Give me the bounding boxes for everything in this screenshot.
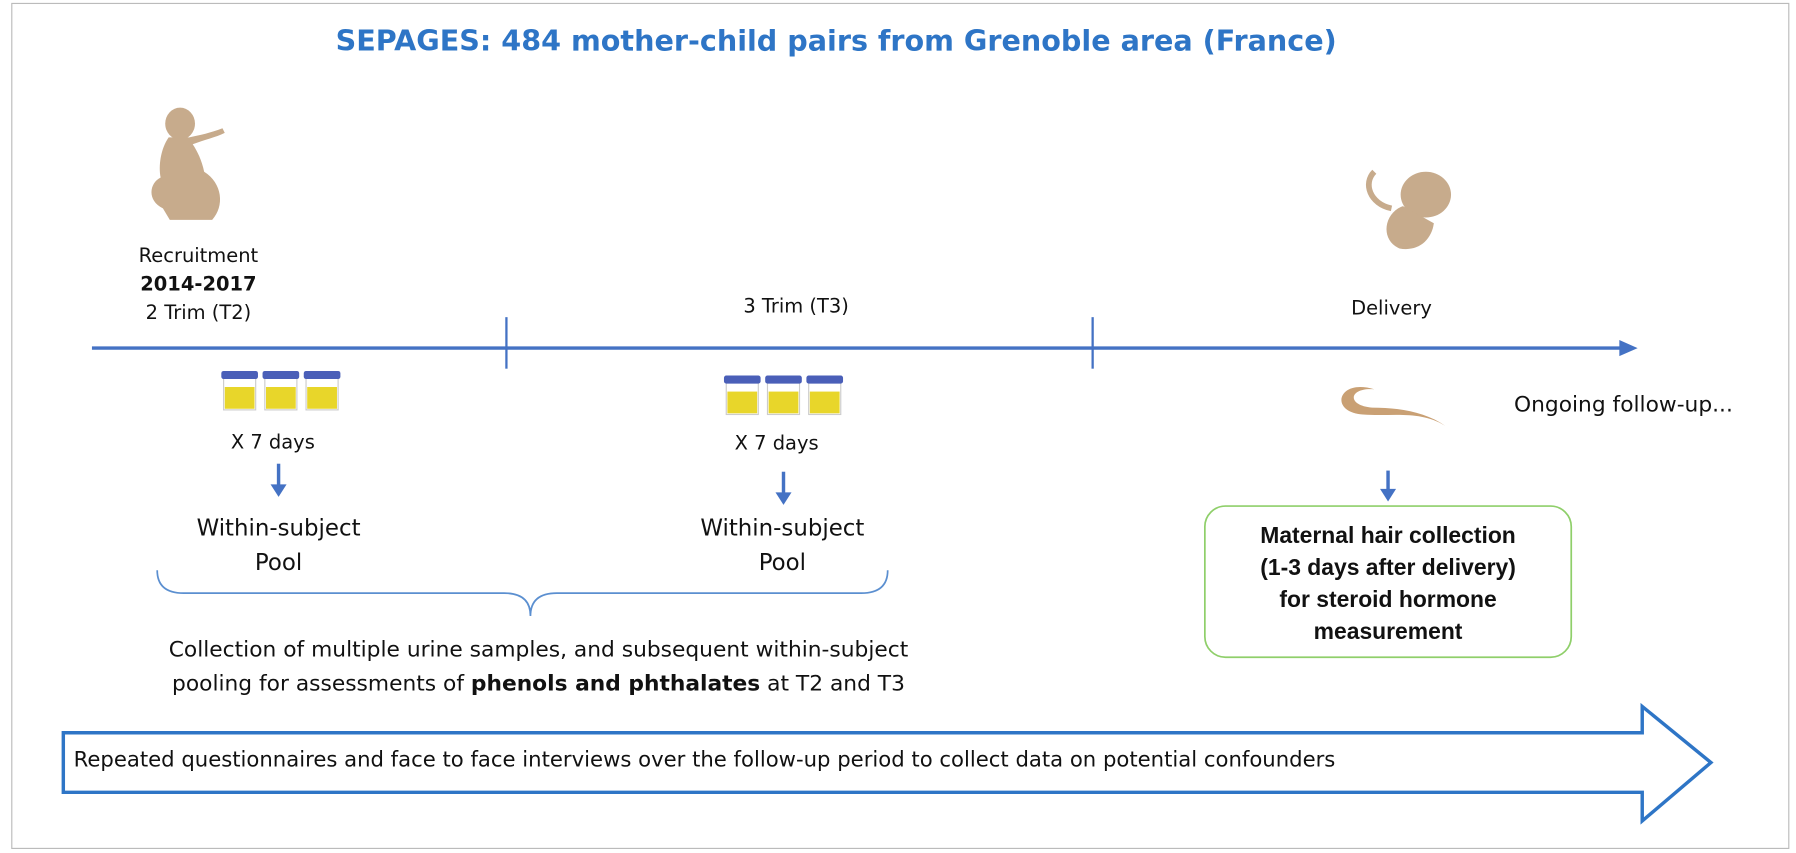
urine-cups (221, 370, 341, 411)
hair-icon (1341, 386, 1446, 426)
baby-icon (1366, 169, 1452, 250)
cup-part (727, 391, 758, 414)
pool-label: Within-subject (700, 515, 864, 541)
duration: X 7 days (231, 431, 315, 454)
hair-box-text: Maternal hair collection (1260, 522, 1516, 548)
hair-box-text: (1-3 days after delivery) (1260, 554, 1516, 580)
down-arrows (270, 463, 1397, 505)
cup-part (303, 370, 341, 379)
urine-note: pooling for assessments of phenols and p… (172, 672, 905, 697)
text-bold: phenols and phthalates (471, 672, 760, 697)
frame (11, 2, 1790, 849)
cup-part (307, 386, 337, 409)
cup-part (262, 370, 300, 379)
cup-part (765, 375, 802, 384)
cup-part (224, 386, 255, 409)
hair-box-text: for steroid hormone (1279, 586, 1496, 612)
title: SEPAGES: 484 mother-child pairs from Gre… (336, 23, 1337, 57)
follow-up-arrow (61, 702, 1714, 825)
follow-up: Ongoing follow-up... (1514, 392, 1733, 417)
cup-part (265, 386, 296, 409)
delivery-label: Delivery (1351, 297, 1432, 320)
text: pooling for assessments of (172, 672, 471, 697)
hair-box-text: measurement (1314, 618, 1463, 644)
cup-part (806, 375, 844, 384)
cup-part (221, 370, 258, 379)
t2-label: 2 Trim (T2) (146, 301, 252, 324)
t3-label: 3 Trim (T3) (743, 294, 849, 317)
pool-label: Pool (255, 550, 302, 576)
pool-label: Within-subject (197, 515, 361, 541)
urine-cups (723, 375, 844, 416)
brace (156, 570, 889, 617)
pool-label: Pool (759, 550, 806, 576)
cup-part (809, 391, 840, 414)
duration: X 7 days (735, 432, 819, 455)
recruitment-label: Recruitment (139, 244, 259, 267)
hair-box (1203, 505, 1573, 659)
arrow-text: Repeated questionnaires and face to face… (74, 746, 1336, 771)
cup-part (723, 375, 761, 384)
text: at T2 and T3 (760, 672, 905, 697)
recruitment-years: 2014-2017 (140, 273, 256, 296)
urine-note: Collection of multiple urine samples, an… (169, 637, 909, 662)
cup-part (768, 391, 799, 414)
mother-icon (151, 107, 225, 220)
timeline-arrowhead (1619, 340, 1638, 357)
